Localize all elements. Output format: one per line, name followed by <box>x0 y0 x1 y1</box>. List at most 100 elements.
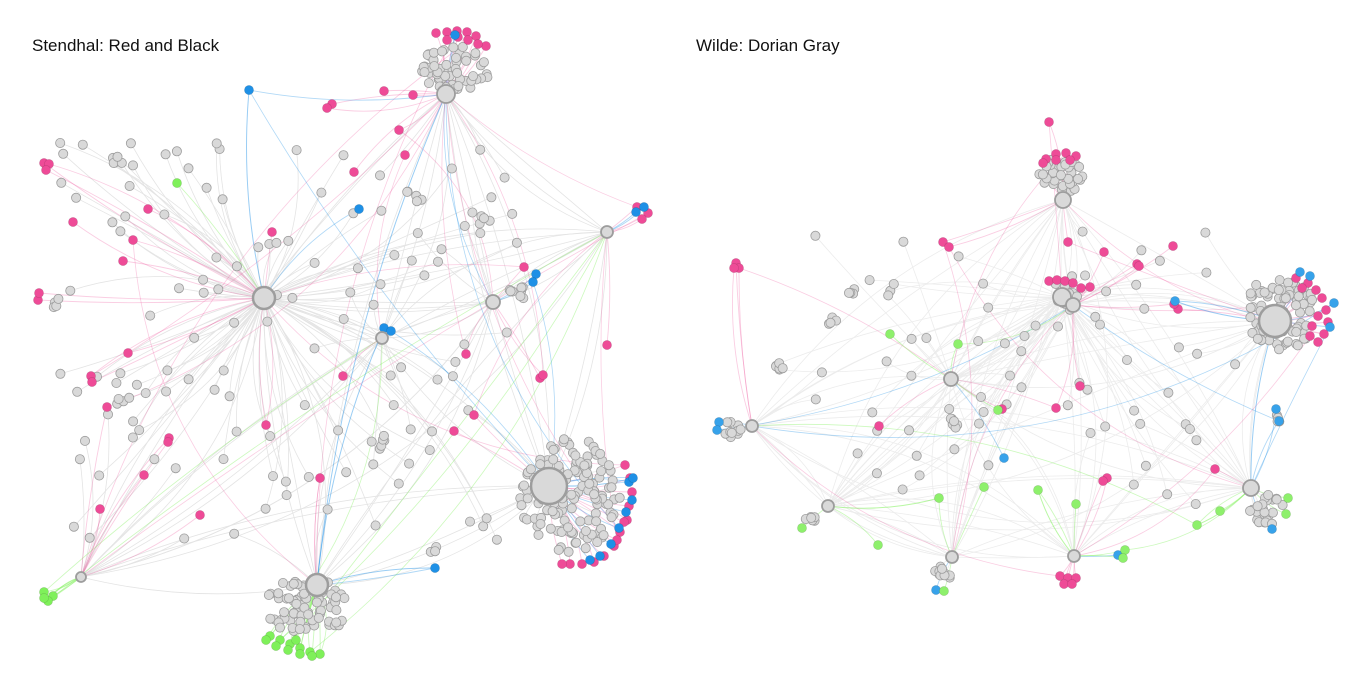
graph-edge <box>827 505 953 558</box>
graph-node <box>735 424 746 435</box>
graph-node-pink <box>1313 311 1323 321</box>
graph-node <box>1192 348 1203 359</box>
graph-edge <box>80 337 383 578</box>
graph-edge <box>132 297 265 422</box>
graph-node <box>107 217 118 228</box>
graph-edge <box>931 378 953 558</box>
graph-node <box>1080 270 1091 281</box>
graph-node <box>263 590 274 601</box>
graph-node-green <box>295 649 305 659</box>
graph-node-blue <box>585 555 595 565</box>
graph-node-pink <box>123 348 133 358</box>
nodes <box>33 26 653 661</box>
graph-node <box>726 427 737 438</box>
graph-node <box>291 598 302 609</box>
graph-edge <box>263 297 391 376</box>
graph-node <box>1030 320 1041 331</box>
graph-node <box>614 492 625 503</box>
graph-node <box>505 286 516 297</box>
graph-edge <box>950 378 1252 489</box>
graph-edge <box>445 93 550 487</box>
graph-node-green <box>271 641 281 651</box>
panel-title: Stendhal: Red and Black <box>32 36 220 55</box>
graph-node <box>1016 382 1027 393</box>
graph-node <box>291 145 302 156</box>
graph-node-blue <box>714 417 724 427</box>
graph-node-pink <box>944 242 954 252</box>
graph-edge <box>263 210 382 299</box>
graph-node <box>911 450 922 461</box>
graph-edge <box>263 231 608 299</box>
graph-edge <box>326 93 447 112</box>
graph-node <box>1245 302 1256 313</box>
graph-edge <box>950 320 1276 380</box>
graph-node <box>77 139 88 150</box>
graph-edge <box>263 297 402 368</box>
graph-node <box>311 597 322 608</box>
graph-node <box>419 270 430 281</box>
graph-node <box>448 42 459 53</box>
graph-node-blue <box>1170 296 1180 306</box>
graph-node-pink <box>315 473 325 483</box>
graph-edge <box>827 320 1276 507</box>
graph-edge <box>390 330 550 487</box>
graph-node <box>389 249 400 260</box>
graph-edge <box>164 214 265 299</box>
graph-node-pink <box>1210 464 1220 474</box>
graph-node-green <box>934 493 944 503</box>
graph-node-green <box>315 649 325 659</box>
graph-edge <box>1048 121 1063 298</box>
graph-edge <box>942 199 1064 243</box>
graph-hub-node <box>75 571 87 583</box>
graph-edge <box>125 216 265 299</box>
graph-node <box>535 459 546 470</box>
graph-edge <box>315 337 383 586</box>
graph-node <box>267 471 278 482</box>
graph-node <box>777 363 788 374</box>
graph-edge <box>445 93 638 208</box>
graph-node <box>211 138 222 149</box>
graph-node <box>1191 435 1202 446</box>
graph-node <box>173 283 184 294</box>
edges <box>37 30 649 657</box>
graph-edge <box>492 301 544 376</box>
graph-edge <box>37 297 265 304</box>
graph-edge <box>80 231 608 578</box>
graph-node <box>584 478 595 489</box>
graph-node <box>429 61 440 72</box>
graph-edge <box>117 156 265 299</box>
graph-node <box>288 578 299 589</box>
graph-node <box>548 444 559 455</box>
graph-node-blue <box>606 539 616 549</box>
graph-node <box>198 274 209 285</box>
graph-edge <box>252 297 271 437</box>
graph-edge <box>316 301 494 586</box>
graph-node <box>149 454 160 465</box>
graph-node-green <box>953 339 963 349</box>
graph-edge <box>60 297 265 375</box>
graph-node <box>457 42 468 53</box>
graph-edge <box>263 150 299 299</box>
graph-node <box>978 278 989 289</box>
graph-node <box>464 516 475 527</box>
graph-node-pink <box>469 410 479 420</box>
graph-node-pink <box>1063 237 1073 247</box>
graph-node <box>112 151 123 162</box>
graph-node-green <box>1033 485 1043 495</box>
graph-edge <box>381 93 450 339</box>
graph-edge <box>751 425 1061 577</box>
graph-node <box>160 149 171 160</box>
graph-node <box>368 459 379 470</box>
graph-node-pink <box>41 165 51 175</box>
graph-node <box>115 368 126 379</box>
graph-edge <box>398 129 494 303</box>
graph-edge <box>473 231 608 416</box>
graph-node-green <box>993 405 1003 415</box>
graph-node-blue <box>354 204 364 214</box>
graph-edge <box>950 378 1075 557</box>
graph-node-pink <box>557 559 567 569</box>
graph-node-pink <box>379 86 389 96</box>
graph-node <box>201 182 212 193</box>
graph-node-pink <box>118 256 128 266</box>
graph-node <box>1074 161 1085 172</box>
